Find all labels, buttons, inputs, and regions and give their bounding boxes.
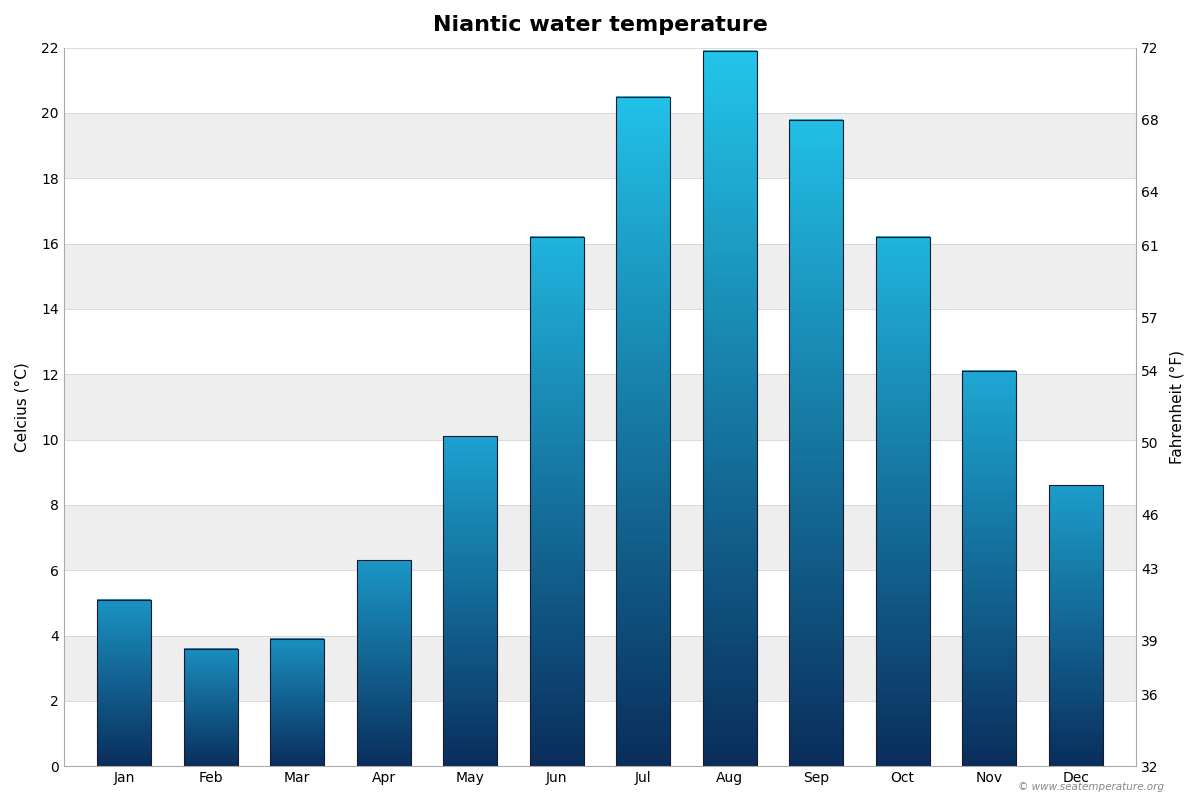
Bar bbox=[64, 244, 1136, 309]
Y-axis label: Celcius (°C): Celcius (°C) bbox=[14, 362, 30, 452]
Bar bbox=[703, 51, 756, 766]
Bar bbox=[270, 638, 324, 766]
Bar bbox=[64, 635, 1136, 701]
Text: © www.seatemperature.org: © www.seatemperature.org bbox=[1018, 782, 1164, 792]
Bar bbox=[64, 309, 1136, 374]
Bar bbox=[97, 599, 151, 766]
Y-axis label: Fahrenheit (°F): Fahrenheit (°F) bbox=[1170, 350, 1186, 464]
Bar bbox=[444, 436, 497, 766]
Bar bbox=[64, 113, 1136, 178]
Bar bbox=[64, 374, 1136, 439]
Bar bbox=[64, 439, 1136, 505]
Bar bbox=[64, 178, 1136, 244]
Bar bbox=[64, 505, 1136, 570]
Bar bbox=[356, 560, 410, 766]
Bar bbox=[64, 48, 1136, 113]
Bar bbox=[962, 371, 1016, 766]
Bar bbox=[790, 119, 844, 766]
Bar bbox=[64, 570, 1136, 635]
Bar bbox=[184, 649, 238, 766]
Bar bbox=[876, 237, 930, 766]
Bar bbox=[617, 97, 670, 766]
Bar bbox=[530, 237, 583, 766]
Title: Niantic water temperature: Niantic water temperature bbox=[432, 15, 768, 35]
Bar bbox=[64, 701, 1136, 766]
Bar bbox=[1049, 486, 1103, 766]
